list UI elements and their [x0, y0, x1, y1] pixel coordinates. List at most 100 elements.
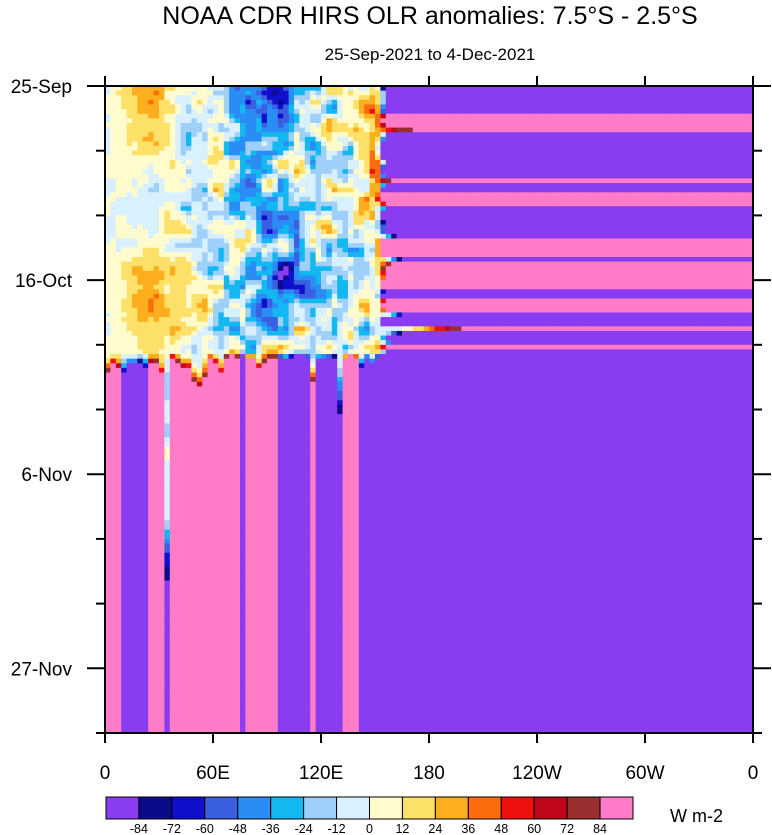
field-cell	[704, 252, 711, 258]
field-cell	[364, 243, 371, 249]
field-cell	[310, 178, 317, 184]
field-cell	[121, 164, 128, 170]
field-cell	[304, 270, 311, 277]
field-cell	[250, 164, 257, 170]
field-cell	[688, 243, 695, 249]
field-cell	[396, 150, 403, 156]
field-cell	[709, 270, 716, 277]
field-cell	[412, 159, 419, 166]
field-cell	[348, 201, 354, 207]
field-cell	[348, 243, 354, 249]
field-cell	[499, 90, 506, 96]
field-cell	[450, 196, 457, 203]
field-cell	[585, 183, 592, 189]
field-cell	[142, 109, 149, 115]
field-cell	[526, 270, 533, 277]
field-cell	[693, 99, 700, 106]
field-cell	[461, 224, 468, 230]
field-cell	[267, 86, 273, 92]
field-cell	[591, 192, 597, 198]
field-cell	[504, 173, 511, 180]
field-cell	[186, 164, 192, 170]
field-cell	[369, 141, 376, 147]
field-cell	[564, 104, 570, 110]
field-cell	[326, 206, 333, 212]
field-cell	[483, 118, 489, 124]
field-cell	[742, 266, 749, 272]
field-cell	[153, 150, 160, 156]
field-cell	[245, 256, 252, 263]
field-cell	[585, 238, 592, 244]
field-cell	[591, 233, 597, 240]
field-cell	[283, 266, 290, 272]
field-cell	[515, 256, 522, 263]
field-cell	[186, 113, 192, 119]
field-cell	[396, 95, 403, 101]
field-cell	[202, 104, 209, 110]
field-cell	[169, 95, 176, 101]
field-cell	[666, 136, 673, 143]
field-cell	[661, 270, 668, 277]
field-cell	[277, 229, 284, 235]
field-cell	[731, 113, 738, 119]
field-cell	[677, 104, 684, 110]
field-cell	[137, 118, 144, 124]
field-cell	[682, 178, 689, 184]
field-cell	[450, 113, 457, 119]
field-cell	[585, 247, 592, 253]
field-cell	[418, 220, 425, 226]
field-cell	[213, 113, 219, 119]
field-cell	[234, 164, 241, 170]
field-cell	[132, 187, 138, 193]
field-cell	[596, 247, 603, 253]
field-cell	[245, 266, 252, 272]
field-cell	[277, 233, 284, 240]
field-cell	[137, 183, 144, 189]
field-cell	[261, 127, 268, 133]
field-cell	[531, 229, 538, 235]
field-cell	[634, 164, 641, 170]
field-cell	[429, 146, 435, 152]
field-cell	[110, 99, 117, 106]
field-cell	[623, 206, 630, 212]
field-cell	[240, 233, 246, 240]
field-cell	[423, 266, 430, 272]
field-cell	[612, 104, 619, 110]
field-cell	[483, 252, 489, 258]
field-cell	[304, 104, 311, 110]
field-cell	[250, 247, 257, 253]
field-cell	[499, 178, 506, 184]
field-cell	[202, 155, 209, 161]
field-cell	[461, 178, 468, 184]
field-cell	[607, 210, 614, 216]
field-cell	[315, 275, 322, 281]
field-cell	[380, 233, 387, 240]
field-cell	[358, 224, 365, 230]
field-cell	[672, 141, 678, 147]
field-cell	[423, 270, 430, 277]
field-cell	[612, 183, 619, 189]
field-cell	[396, 122, 403, 129]
field-cell	[180, 86, 187, 92]
field-cell	[315, 127, 322, 133]
field-cell	[202, 192, 209, 198]
field-cell	[299, 132, 306, 138]
field-cell	[385, 109, 392, 115]
field-cell	[677, 238, 684, 244]
field-cell	[634, 136, 641, 143]
field-cell	[337, 164, 344, 170]
field-cell	[537, 122, 543, 129]
field-cell	[720, 183, 727, 189]
field-cell	[153, 99, 160, 106]
field-cell	[375, 118, 381, 124]
field-cell	[445, 118, 452, 124]
field-cell	[580, 183, 587, 189]
field-cell	[537, 109, 543, 115]
field-cell	[574, 169, 581, 175]
field-cell	[715, 256, 722, 263]
field-cell	[272, 206, 279, 212]
field-cell	[148, 127, 155, 133]
field-cell	[580, 261, 587, 267]
field-cell	[196, 104, 203, 110]
field-cell	[688, 146, 695, 152]
